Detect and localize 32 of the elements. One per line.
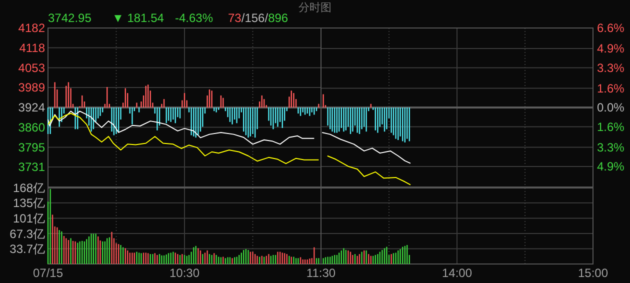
y-tick-label: 33.7亿 bbox=[10, 242, 45, 256]
y-tick-label: 3795 bbox=[18, 140, 46, 154]
y-tick-label: 168亿 bbox=[12, 181, 45, 196]
text: 73/156/896 bbox=[228, 11, 288, 25]
x-tick-label: 15:00 bbox=[578, 266, 608, 280]
y-tick-label: 3989 bbox=[18, 80, 46, 95]
x-tick-label: 07/15 bbox=[32, 266, 64, 280]
y-tick-label: 101亿 bbox=[12, 212, 45, 226]
text: -4.63% bbox=[175, 11, 214, 25]
y2-tick-label: 4.9% bbox=[597, 160, 625, 174]
x-tick-label: 14:00 bbox=[442, 266, 472, 280]
y2-tick-label: 6.6% bbox=[597, 21, 625, 36]
x-tick-label: 10:30 bbox=[169, 266, 200, 280]
y-tick-label: 3860 bbox=[18, 120, 46, 134]
y-tick-label: 135亿 bbox=[12, 196, 45, 210]
y-tick-label: 67.3亿 bbox=[10, 226, 45, 241]
line-series bbox=[48, 110, 315, 145]
y2-tick-label: 1.6% bbox=[597, 81, 625, 96]
y-tick-label: 3924 bbox=[18, 100, 46, 115]
y2-tick-label: 1.6% bbox=[597, 120, 625, 134]
y2-tick-label: 3.3% bbox=[597, 140, 625, 154]
y-tick-label: 4182 bbox=[18, 21, 46, 36]
y2-tick-label: 3.3% bbox=[597, 60, 625, 75]
y-tick-label: 4053 bbox=[18, 60, 46, 75]
text: 3742.95 bbox=[48, 11, 92, 25]
y-tick-label: 4118 bbox=[19, 40, 46, 55]
text: ▼ 181.54 bbox=[112, 11, 164, 25]
y2-tick-label: 0.0% bbox=[597, 100, 625, 115]
x-tick-label: 11:30 bbox=[306, 266, 336, 280]
y2-tick-label: 4.9% bbox=[597, 42, 625, 56]
y-tick-label: 3731 bbox=[18, 160, 46, 174]
chart-title: 分时图 bbox=[298, 1, 332, 14]
